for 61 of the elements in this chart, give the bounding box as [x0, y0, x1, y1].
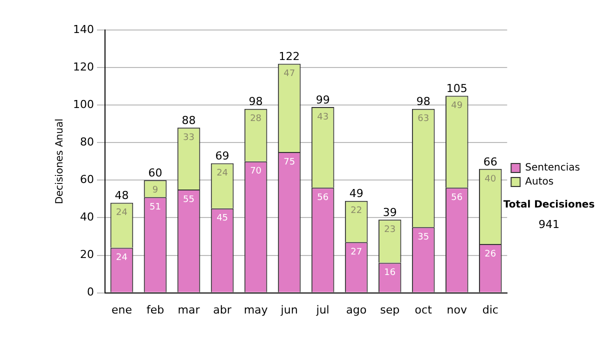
data-label: 23 [384, 224, 396, 235]
y-tick-label: 140 [72, 22, 94, 36]
total-label: 66 [483, 155, 498, 168]
total-label: 105 [446, 82, 468, 96]
legend-label: Autos [525, 176, 554, 188]
legend-label: Sentencias [525, 162, 580, 174]
data-label: 47 [284, 69, 296, 80]
y-tick-label: 80 [80, 135, 94, 148]
x-tick-label: may [244, 303, 268, 316]
data-label: 24 [116, 253, 128, 264]
data-label: 22 [350, 206, 362, 216]
y-tick-label: 20 [80, 248, 94, 262]
data-label: 56 [451, 193, 463, 204]
x-tick-label: feb [146, 303, 164, 316]
total-label: 49 [349, 187, 364, 200]
x-tick-label: abr [213, 303, 232, 316]
total-label: 98 [416, 95, 430, 108]
x-tick-label: mar [178, 303, 200, 316]
x-tick-label: ago [346, 303, 367, 316]
y-tick-label: 0 [86, 286, 94, 299]
x-tick-label: oct [414, 303, 433, 316]
x-tick-label: nov [446, 303, 468, 316]
total-label: 48 [114, 189, 129, 202]
total-label: 60 [148, 166, 162, 180]
total-label: 98 [248, 95, 263, 108]
x-tick-label: sep [380, 303, 400, 316]
data-label: 70 [250, 166, 262, 177]
text: 941 [538, 218, 560, 231]
data-label: 16 [384, 268, 396, 278]
data-label: 55 [183, 194, 194, 205]
data-label: 26 [484, 249, 496, 260]
data-label: 63 [418, 114, 430, 124]
data-label: 27 [350, 247, 362, 258]
data-label: 9 [152, 186, 158, 196]
total-label: 122 [278, 50, 300, 64]
data-label: 33 [183, 132, 194, 143]
data-label: 40 [484, 174, 496, 184]
y-tick-label: 120 [72, 60, 94, 74]
data-label: 24 [216, 168, 228, 179]
data-label: 75 [284, 157, 296, 168]
total-label: 39 [382, 206, 397, 219]
data-label: 45 [216, 214, 228, 224]
data-label: 35 [418, 232, 430, 242]
x-tick-label: jul [315, 303, 330, 316]
data-label: 28 [250, 114, 262, 124]
y-axis-title: Decisiones Anual [54, 118, 66, 204]
y-tick-label: 40 [80, 210, 94, 224]
total-label: 99 [316, 93, 330, 106]
data-label: 51 [150, 202, 161, 212]
y-tick-label: 100 [72, 98, 94, 111]
total-label: 88 [182, 114, 196, 127]
x-tick-label: ene [111, 303, 132, 316]
data-label: 24 [116, 208, 128, 218]
x-tick-label: dic [482, 303, 498, 316]
annotation: Total Decisiones [503, 200, 595, 211]
data-label: 56 [317, 193, 329, 204]
total-label: 69 [215, 150, 230, 163]
x-tick-label: jun [280, 303, 298, 316]
y-tick-label: 60 [80, 173, 94, 186]
data-label: 49 [451, 101, 463, 112]
data-label: 43 [317, 112, 329, 122]
